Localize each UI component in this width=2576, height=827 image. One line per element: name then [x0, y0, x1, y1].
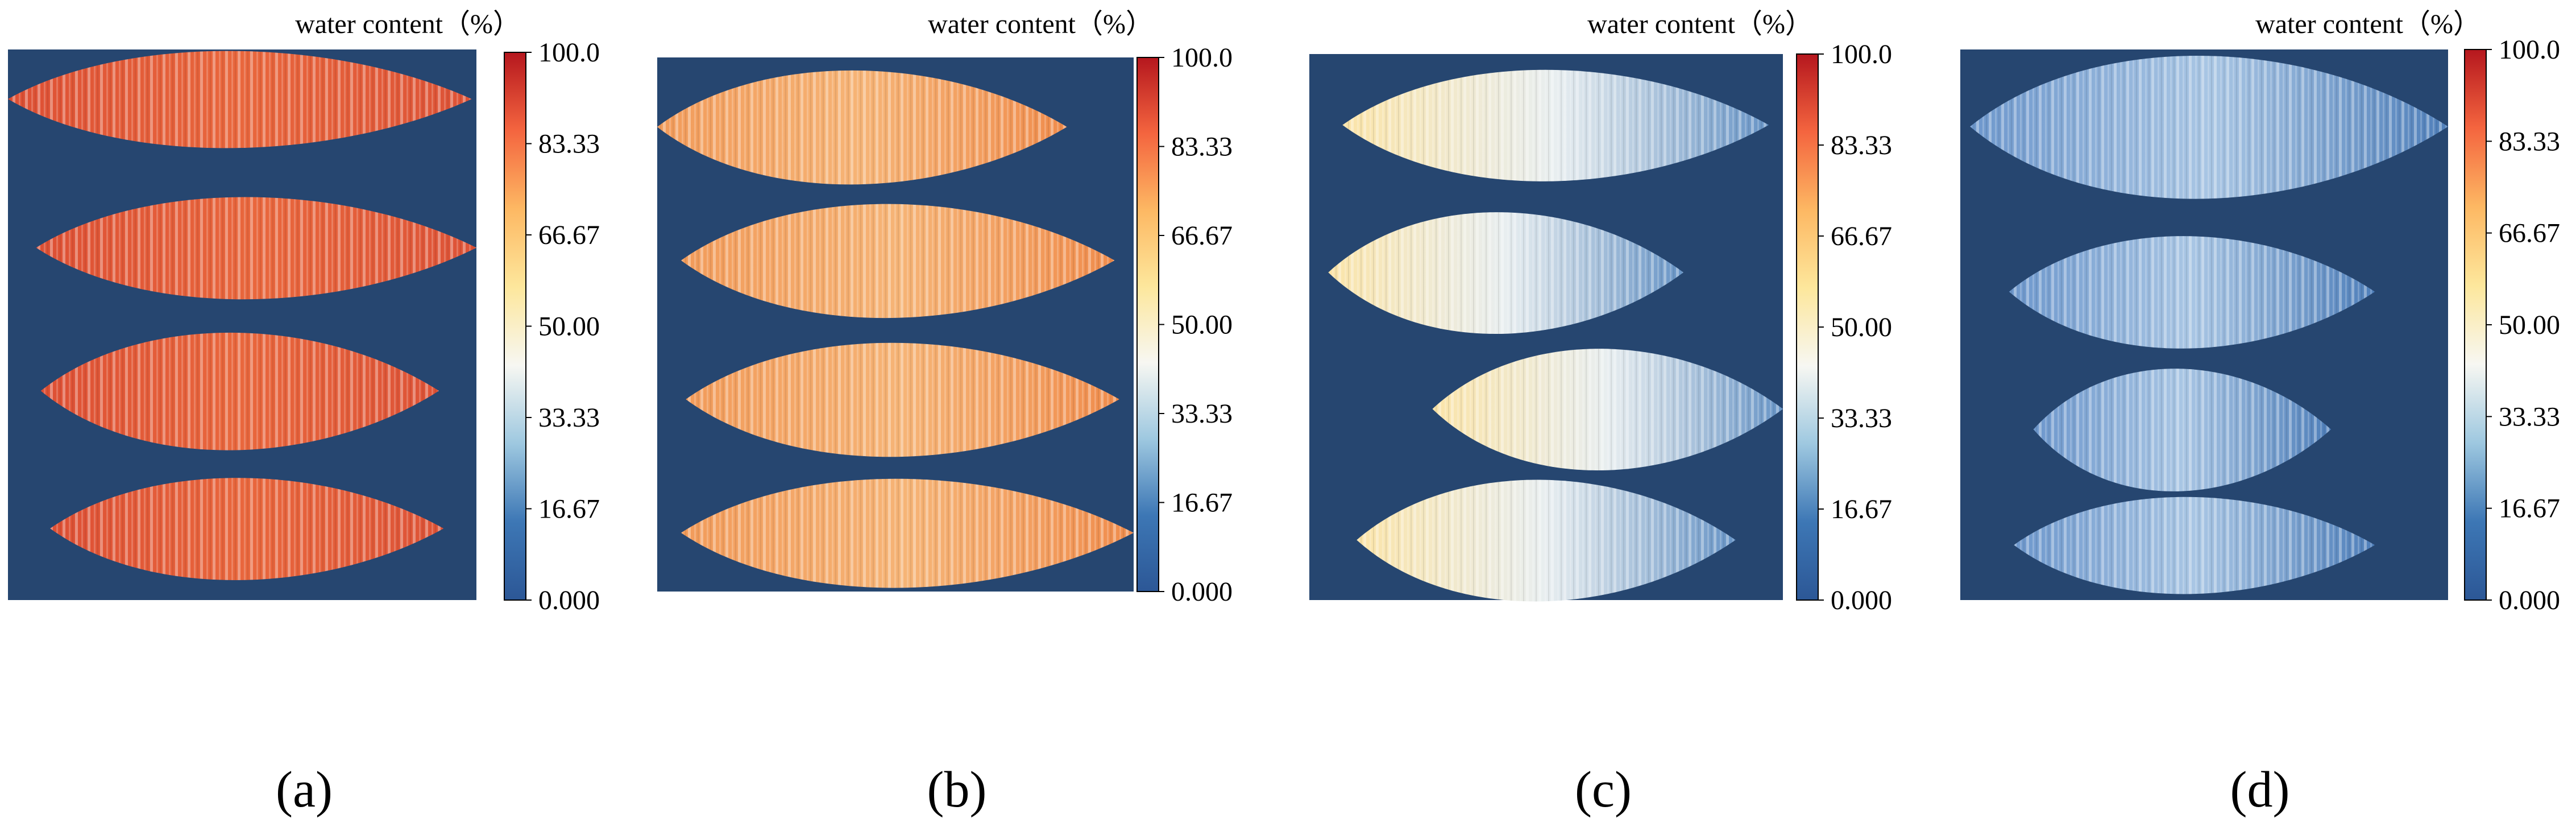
colorbar-tick-label: 100.0	[538, 38, 600, 68]
colorbar-tick-label: 33.33	[538, 403, 600, 433]
leaf-texture	[8, 51, 472, 148]
leaf-texture	[1342, 69, 1769, 181]
colorbar-tick-label: 33.33	[2499, 402, 2560, 432]
leaf-texture	[36, 197, 476, 300]
panel: 0.000 16.67 33.33 50.00 66.67 83.33 100.0 water…	[657, 9, 1233, 818]
colorbar-tick-label: 50.00	[538, 312, 600, 342]
panel-label: (c)	[1575, 762, 1632, 818]
leaf-texture	[681, 478, 1134, 588]
colorbar	[1136, 57, 1159, 592]
colorbar-tick-label: 100.0	[1171, 43, 1233, 73]
leaf-texture	[40, 332, 439, 450]
leaf-texture	[1357, 479, 1736, 602]
colorbar-tick-label: 66.67	[1171, 221, 1233, 251]
colorbar-tick-label: 33.33	[1171, 399, 1233, 429]
colorbar-tick-label: 0.000	[1171, 577, 1233, 607]
colorbar-tick-label: 100.0	[1831, 39, 1892, 69]
colorbar-label: water content（%）	[1587, 9, 1812, 39]
colorbar-tick-label: 50.00	[2499, 310, 2560, 340]
colorbar-tick-label: 66.67	[1831, 221, 1892, 251]
colorbar-tick-label: 33.33	[1831, 403, 1892, 433]
colorbar-tick-label: 0.000	[1831, 585, 1892, 615]
panel-label: (a)	[276, 762, 333, 818]
colorbar-tick-label: 16.67	[1171, 487, 1233, 518]
leaf-texture	[2014, 497, 2375, 594]
colorbar-tick-label: 50.00	[1831, 312, 1892, 342]
colorbar-label: water content（%）	[928, 9, 1153, 39]
leaf-texture	[1432, 349, 1783, 471]
colorbar-tick-label: 16.67	[538, 494, 600, 524]
panel-label: (d)	[2230, 762, 2290, 818]
leaf-texture	[1970, 55, 2448, 199]
colorbar-tick-label: 100.0	[2499, 35, 2560, 65]
colorbar-tick-label: 0.000	[2499, 585, 2560, 615]
colorbar-tick-label: 66.67	[2499, 218, 2560, 249]
panel: 0.000 16.67 33.33 50.00 66.67 83.33 100.0 water…	[8, 9, 600, 818]
colorbar-tick-label: 83.33	[538, 129, 600, 159]
colorbar-tick-label: 83.33	[1831, 130, 1892, 160]
leaf-texture	[686, 342, 1119, 457]
colorbar-tick-label: 16.67	[1831, 494, 1892, 524]
colorbar-tick-label: 66.67	[538, 220, 600, 250]
leaf-texture	[2033, 369, 2332, 491]
colorbar-tick-label: 50.00	[1171, 310, 1233, 340]
panel: 0.000 16.67 33.33 50.00 66.67 83.33 100.0 water…	[1309, 9, 1892, 818]
leaf-texture	[1328, 212, 1684, 334]
colorbar	[1796, 53, 1819, 601]
colorbar-label: water content（%）	[2255, 9, 2480, 39]
colorbar	[504, 52, 526, 601]
colorbar-tick-label: 0.000	[538, 585, 600, 615]
leaf-texture	[681, 204, 1115, 319]
panel-label: (b)	[927, 762, 987, 818]
leaf-texture	[2009, 236, 2375, 349]
colorbar-label: water content（%）	[295, 9, 520, 39]
leaf-texture	[50, 478, 444, 580]
leaf-texture	[657, 70, 1067, 185]
colorbar	[2464, 49, 2487, 601]
colorbar-tick-label: 16.67	[2499, 494, 2560, 524]
colorbar-tick-label: 83.33	[1171, 132, 1233, 162]
panel: 0.000 16.67 33.33 50.00 66.67 83.33 100.0 water…	[1960, 9, 2560, 818]
colorbar-tick-label: 83.33	[2499, 126, 2560, 156]
